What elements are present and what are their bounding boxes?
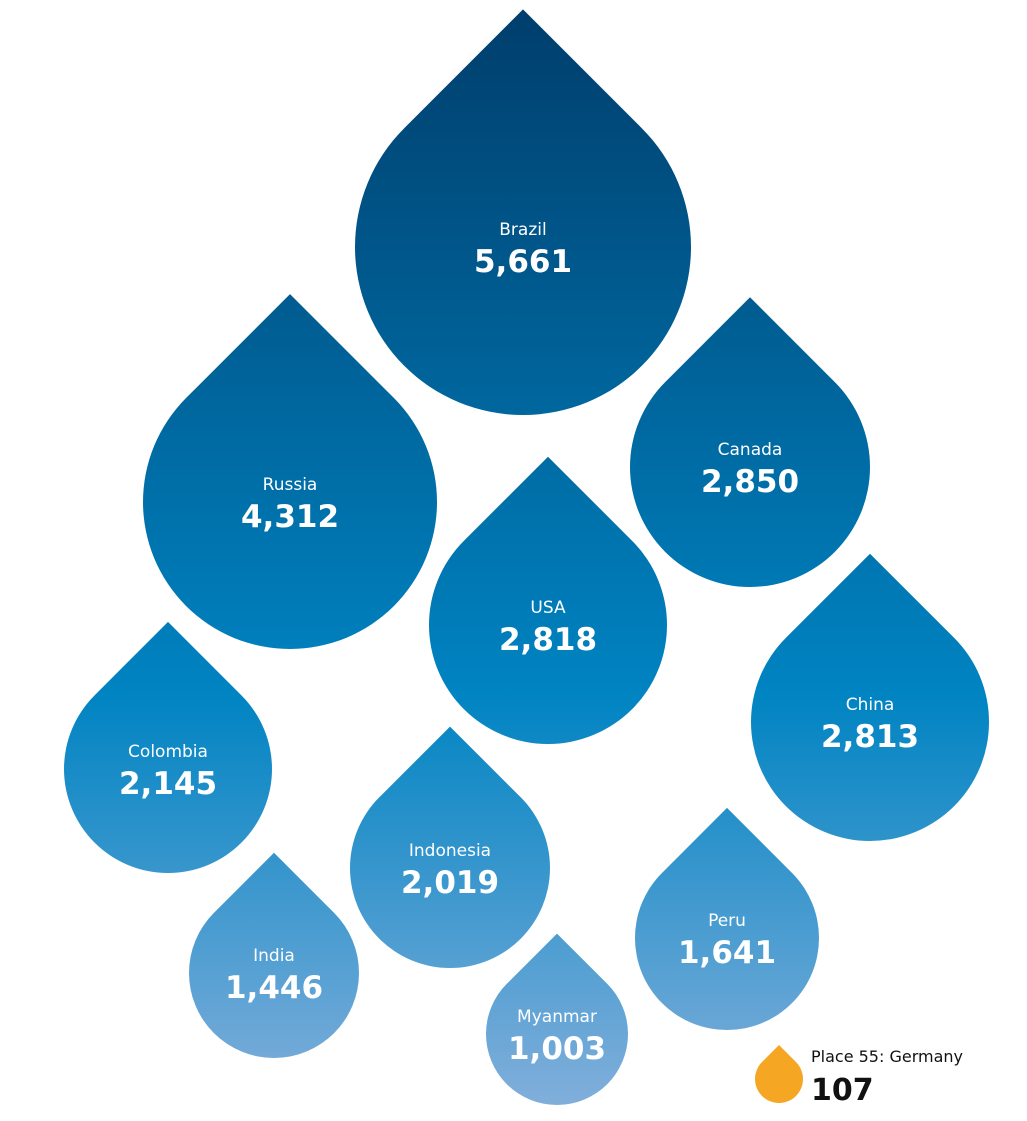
drop-shape-usa [429,456,668,744]
drop-shape-russia [142,294,437,650]
drop-shape-india [189,852,359,1059]
legend: Place 55: Germany 107 [755,1045,963,1108]
country-label-myanmar: Myanmar [517,1007,597,1027]
drop-shape-colombia [64,621,273,873]
drop-shape-indonesia [350,726,550,969]
drop-shape-brazil [355,9,692,416]
country-label-peru: Peru [708,911,746,931]
country-label-russia: Russia [263,475,318,495]
value-label-usa: 2,818 [499,622,597,658]
country-label-brazil: Brazil [499,220,546,240]
drops-layer: Brazil 5,661 Russia 4,312 Canada 2,850 USA 2,81… [64,9,990,1106]
highlight-label: Place 55: Germany [811,1047,963,1066]
highlight-value: 107 [811,1073,874,1108]
drop-colombia: Colombia 2,145 [64,621,273,873]
value-label-canada: 2,850 [701,464,799,500]
drop-china: China 2,813 [751,553,990,841]
drop-canada: Canada 2,850 [630,297,870,588]
drop-peru: Peru 1,641 [635,807,820,1031]
drop-indonesia: Indonesia 2,019 [350,726,550,969]
value-label-brazil: 5,661 [474,244,572,280]
drop-india: India 1,446 [189,852,359,1059]
country-label-indonesia: Indonesia [409,841,491,861]
value-label-india: 1,446 [225,970,323,1006]
drop-shape-china [751,553,990,841]
value-label-china: 2,813 [821,719,919,755]
drop-shape-peru [635,807,820,1031]
country-label-usa: USA [530,598,566,618]
value-label-colombia: 2,145 [119,766,217,802]
country-label-china: China [846,695,895,715]
drop-myanmar: Myanmar 1,003 [485,933,628,1106]
country-label-colombia: Colombia [128,742,208,762]
drop-usa: USA 2,818 [429,456,668,744]
drop-brazil: Brazil 5,661 [355,9,692,416]
highlight-drop [755,1045,804,1104]
drop-russia: Russia 4,312 [142,294,437,650]
country-label-india: India [253,946,295,966]
value-label-peru: 1,641 [678,935,776,971]
country-label-canada: Canada [718,440,783,460]
drop-shape-myanmar [485,933,628,1106]
value-label-myanmar: 1,003 [508,1031,606,1067]
value-label-russia: 4,312 [241,499,339,535]
value-label-indonesia: 2,019 [401,865,499,901]
drop-shape-canada [630,297,870,588]
